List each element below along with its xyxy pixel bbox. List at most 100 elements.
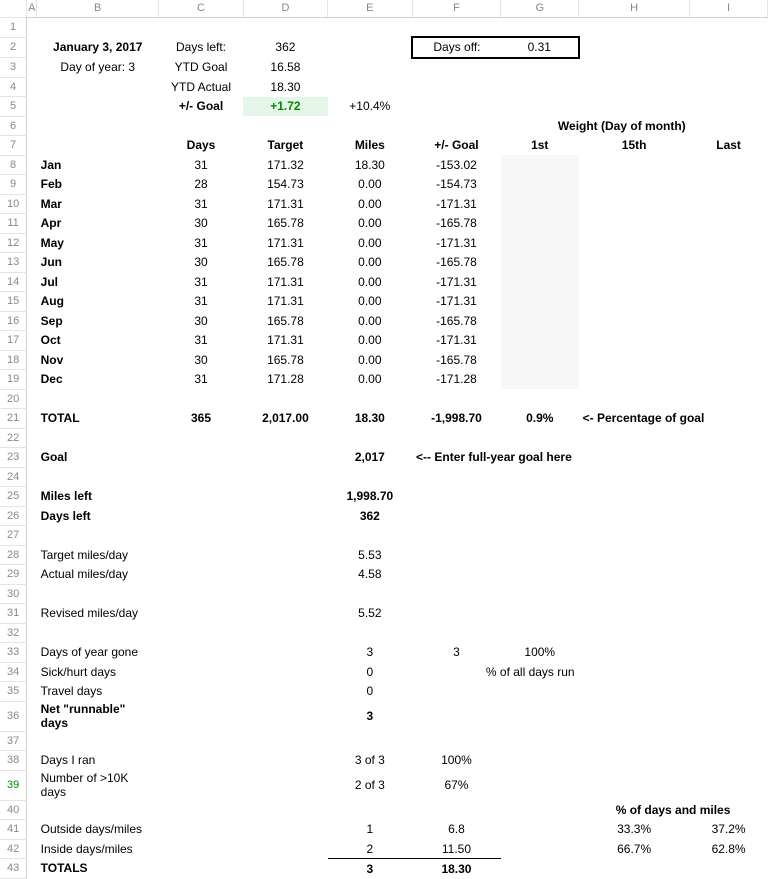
cell-D9[interactable]: 154.73	[243, 175, 327, 195]
cell-D27[interactable]	[243, 526, 327, 546]
cell-A28[interactable]	[27, 545, 37, 565]
cell-B9[interactable]: Feb	[37, 175, 159, 195]
cell-E7[interactable]: Miles	[328, 136, 412, 156]
cell-F9[interactable]: -154.73	[412, 175, 501, 195]
cell-D21[interactable]: 2,017.00	[243, 409, 327, 429]
cell-B20[interactable]	[37, 389, 159, 409]
cell-G20[interactable]	[501, 389, 579, 409]
cell-B15[interactable]: Aug	[37, 292, 159, 312]
cell-B3[interactable]: Day of year: 3	[37, 58, 159, 78]
cell-D11[interactable]: 165.78	[243, 214, 327, 234]
cell-B2[interactable]: January 3, 2017	[37, 37, 159, 58]
cell-D36[interactable]	[243, 701, 327, 731]
cell-F35[interactable]	[412, 682, 501, 702]
row-number-9[interactable]: 9	[0, 175, 27, 195]
cell-B38[interactable]: Days I ran	[37, 751, 159, 771]
cell-C22[interactable]	[159, 428, 243, 448]
cell-A7[interactable]	[27, 136, 37, 156]
cell-G5[interactable]	[501, 97, 579, 117]
cell-G12[interactable]	[501, 233, 579, 253]
cell-D40[interactable]	[243, 800, 327, 820]
cell-G6[interactable]: Weight (Day of month)	[501, 116, 690, 136]
cell-E5[interactable]: +10.4%	[328, 97, 412, 117]
cell-G40[interactable]	[501, 800, 579, 820]
cell-C6[interactable]	[159, 116, 243, 136]
cell-B39[interactable]: Number of >10K days	[37, 770, 159, 800]
cell-I4[interactable]	[690, 77, 768, 97]
cell-E34[interactable]: 0	[328, 662, 412, 682]
cell-I22[interactable]	[690, 428, 768, 448]
cell-H18[interactable]	[579, 350, 690, 370]
cell-E3[interactable]	[328, 58, 412, 78]
row-number-30[interactable]: 30	[0, 584, 27, 604]
cell-F31[interactable]	[412, 604, 501, 624]
cell-D10[interactable]: 171.31	[243, 194, 327, 214]
cell-D25[interactable]	[243, 487, 327, 507]
cell-I20[interactable]	[690, 389, 768, 409]
row-number-25[interactable]: 25	[0, 487, 27, 507]
cell-F20[interactable]	[412, 389, 501, 409]
cell-C14[interactable]: 31	[159, 272, 243, 292]
row-number-42[interactable]: 42	[0, 839, 27, 859]
cell-C38[interactable]	[159, 751, 243, 771]
cell-I11[interactable]	[690, 214, 768, 234]
cell-B11[interactable]: Apr	[37, 214, 159, 234]
cell-H41[interactable]: 33.3%	[579, 820, 690, 840]
cell-D22[interactable]	[243, 428, 327, 448]
row-number-4[interactable]: 4	[0, 77, 27, 97]
cell-E38[interactable]: 3 of 3	[328, 751, 412, 771]
cell-D23[interactable]	[243, 448, 327, 468]
cell-F11[interactable]: -165.78	[412, 214, 501, 234]
cell-I24[interactable]	[690, 467, 768, 487]
cell-A24[interactable]	[27, 467, 37, 487]
cell-D39[interactable]	[243, 770, 327, 800]
col-header-F[interactable]: F	[412, 0, 501, 17]
cell-H20[interactable]	[579, 389, 690, 409]
cell-B4[interactable]	[37, 77, 159, 97]
row-number-28[interactable]: 28	[0, 545, 27, 565]
cell-H11[interactable]	[579, 214, 690, 234]
cell-F10[interactable]: -171.31	[412, 194, 501, 214]
col-header-I[interactable]: I	[690, 0, 768, 17]
cell-F39[interactable]: 67%	[412, 770, 501, 800]
cell-H5[interactable]	[579, 97, 690, 117]
cell-C4[interactable]: YTD Actual	[159, 77, 243, 97]
cell-I2[interactable]	[690, 37, 768, 58]
cell-C33[interactable]	[159, 643, 243, 663]
cell-E9[interactable]: 0.00	[328, 175, 412, 195]
cell-I7[interactable]: Last	[690, 136, 768, 156]
cell-E28[interactable]: 5.53	[328, 545, 412, 565]
cell-G7[interactable]: 1st	[501, 136, 579, 156]
cell-H8[interactable]	[579, 155, 690, 175]
cell-C28[interactable]	[159, 545, 243, 565]
cell-H13[interactable]	[579, 253, 690, 273]
cell-F28[interactable]	[412, 545, 501, 565]
row-number-15[interactable]: 15	[0, 292, 27, 312]
cell-B6[interactable]	[37, 116, 159, 136]
cell-D18[interactable]: 165.78	[243, 350, 327, 370]
cell-E26[interactable]: 362	[328, 506, 412, 526]
cell-D16[interactable]: 165.78	[243, 311, 327, 331]
cell-E21[interactable]: 18.30	[328, 409, 412, 429]
cell-F25[interactable]	[412, 487, 501, 507]
cell-G31[interactable]	[501, 604, 579, 624]
cell-I37[interactable]	[690, 731, 768, 751]
cell-A38[interactable]	[27, 751, 37, 771]
cell-A40[interactable]	[27, 800, 37, 820]
cell-C1[interactable]	[159, 17, 243, 37]
cell-H16[interactable]	[579, 311, 690, 331]
cell-A8[interactable]	[27, 155, 37, 175]
cell-H28[interactable]	[579, 545, 690, 565]
cell-F17[interactable]: -171.31	[412, 331, 501, 351]
cell-A33[interactable]	[27, 643, 37, 663]
cell-H15[interactable]	[579, 292, 690, 312]
cell-C2[interactable]: Days left:	[159, 37, 243, 58]
cell-A23[interactable]	[27, 448, 37, 468]
row-number-12[interactable]: 12	[0, 233, 27, 253]
row-number-16[interactable]: 16	[0, 311, 27, 331]
cell-G4[interactable]	[501, 77, 579, 97]
cell-G21[interactable]: 0.9%	[501, 409, 579, 429]
cell-H39[interactable]	[579, 770, 690, 800]
cell-B28[interactable]: Target miles/day	[37, 545, 159, 565]
cell-B22[interactable]	[37, 428, 159, 448]
